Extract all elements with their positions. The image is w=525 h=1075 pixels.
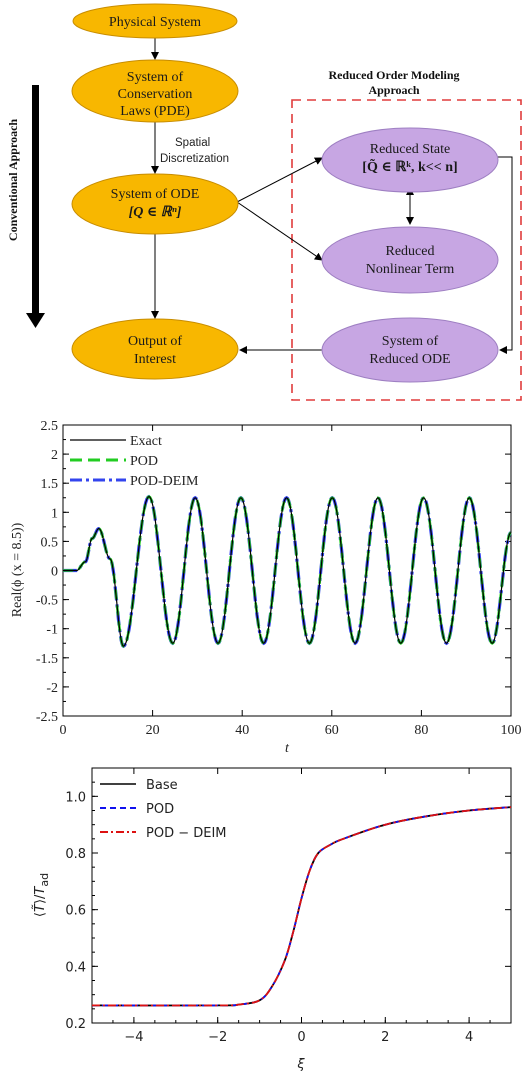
chart2-xtick-label: 0: [297, 1030, 305, 1045]
chart2-xtick-label: −2: [208, 1030, 227, 1045]
chart1-xtick-label: 0: [60, 723, 67, 738]
chart2-ytick-label: 1.0: [65, 790, 86, 805]
chart2-legend: Base POD POD − DEIM: [100, 778, 227, 841]
node-reduced-ode: System of Reduced ODE: [321, 317, 499, 383]
node-reduced-state: Reduced State [Q̃ ∈ ℝᵏ, k<< n]: [321, 127, 499, 193]
chart1-xtick-label: 80: [414, 723, 428, 738]
node-output-line2: Interest: [134, 352, 176, 367]
chart2-xtick-label: −4: [124, 1030, 143, 1045]
node-reduced-nonlinear: Reduced Nonlinear Term: [321, 226, 499, 294]
node-conservation-laws: System of Conservation Laws (PDE): [71, 59, 239, 123]
chart1-ytick-label: -0.5: [36, 594, 58, 609]
node-conservation-line3: Laws (PDE): [120, 104, 190, 119]
legend-pod: POD: [130, 454, 158, 469]
rom-dashed-box: [291, 99, 522, 401]
chart1-ytick-label: -2.5: [36, 710, 58, 725]
legend-pod-deim-2: POD − DEIM: [146, 826, 227, 841]
conventional-approach-arrow: [26, 85, 45, 328]
chart-temperature: −4 −2 0 2 4 1.0 0.8 0.6 0.4 0.2 Base POD POD − DE…: [33, 767, 512, 1072]
chart-oscillation: 0 20 40 60 80 100 2.5 2 1.5 1 0.5 0 -0.5 -1 -1.5 -2 -2.5…: [10, 419, 522, 756]
chart1-series: [63, 494, 512, 649]
node-conservation-line2: Conservation: [118, 87, 193, 102]
chart1-xlabel: t: [285, 741, 290, 756]
spatial-label-line2: Discretization: [160, 153, 229, 165]
chart1-xtick-label: 40: [235, 723, 249, 738]
legend-exact: Exact: [130, 434, 162, 449]
node-ode: System of ODE [Q ∈ ℝⁿ]: [71, 173, 239, 235]
series-exact-line: [63, 495, 512, 647]
node-reduced-nonlinear-line1: Reduced: [386, 244, 435, 259]
chart2-ytick-label: 0.4: [65, 960, 86, 975]
node-reduced-nonlinear-line2: Nonlinear Term: [366, 262, 455, 277]
node-reduced-ode-line1: System of: [382, 334, 439, 349]
chart2-xlabel: ξ: [296, 1057, 305, 1072]
node-physical-system-label: Physical System: [109, 15, 201, 30]
chart1-legend: Exact POD POD-DEIM: [70, 434, 199, 489]
chart2-xtick-label: 4: [465, 1030, 473, 1045]
chart1-xtick-label: 20: [146, 723, 160, 738]
node-reduced-state-line2: [Q̃ ∈ ℝᵏ, k<< n]: [362, 158, 457, 175]
spatial-label-line1: Spatial: [175, 137, 210, 149]
chart1-ytick-label: 1: [51, 506, 58, 521]
chart1-xtick-label: 100: [501, 723, 522, 738]
conventional-approach-label: Conventional Approach: [6, 119, 20, 241]
chart2-series: [91, 806, 512, 1007]
node-physical-system: Physical System: [72, 3, 238, 39]
rom-title-line1: Reduced Order Modeling: [328, 68, 459, 82]
chart1-ytick-label: -1: [46, 623, 58, 638]
rom-title-line2: Approach: [368, 83, 419, 97]
node-ode-line1: System of ODE: [111, 187, 200, 202]
node-ode-line2: [Q ∈ ℝⁿ]: [129, 205, 182, 220]
chart1-ytick-label: 2.5: [41, 419, 59, 434]
chart2-ytick-label: 0.6: [65, 904, 86, 919]
legend-pod-2: POD: [146, 802, 174, 817]
chart2-xtick-label: 2: [381, 1030, 389, 1045]
chart2-ticks: −4 −2 0 2 4 1.0 0.8 0.6 0.4 0.2: [65, 768, 512, 1045]
node-reduced-state-line1: Reduced State: [370, 142, 450, 157]
node-reduced-ode-line2: Reduced ODE: [369, 352, 450, 367]
chart2-ytick-label: 0.2: [65, 1017, 86, 1032]
chart1-ytick-label: 1.5: [41, 477, 59, 492]
node-output: Output of Interest: [71, 318, 239, 380]
legend-base: Base: [146, 778, 178, 793]
node-output-line1: Output of: [128, 334, 182, 349]
chart1-ylabel: Real(ϕ (x = 8.5)): [10, 522, 25, 617]
diagram-arrows: [151, 37, 513, 354]
chart1-ticks: 0 20 40 60 80 100 2.5 2 1.5 1 0.5 0 -0.5 -1 -1.5 -2 -2.5: [36, 419, 522, 738]
chart2-ylabel: ⟨T̃⟩/Tad: [33, 873, 51, 917]
chart1-ytick-label: 2: [51, 448, 58, 463]
legend-pod-deim: POD-DEIM: [130, 474, 199, 489]
chart1-ytick-label: 0: [51, 565, 58, 580]
node-conservation-line1: System of: [127, 70, 184, 85]
chart1-ytick-label: 0.5: [41, 535, 59, 550]
chart1-ytick-label: -2: [46, 681, 58, 696]
chart2-ytick-label: 0.8: [65, 847, 86, 862]
chart1-ytick-label: -1.5: [36, 652, 58, 667]
flow-diagram: Conventional Approach Reduced Order Mode…: [6, 3, 522, 401]
chart1-xtick-label: 60: [325, 723, 339, 738]
series-pod-deim-line-2: [91, 806, 512, 1007]
